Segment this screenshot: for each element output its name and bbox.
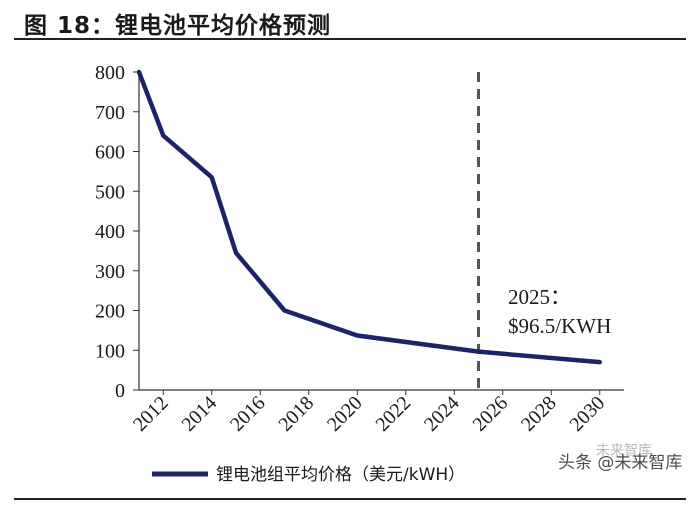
legend: 锂电池组平均价格（美元/kWH） — [152, 465, 465, 485]
x-tick-label: 2018 — [274, 392, 318, 436]
watermark-text: 头条 @未来智库 — [558, 453, 683, 473]
annotation: 2025： $96.5/KWH — [508, 285, 611, 338]
x-tick-label: 2016 — [226, 392, 270, 436]
y-tick-label: 300 — [95, 261, 125, 283]
watermark-logo: 未来智库 — [596, 443, 652, 459]
y-tick-label: 700 — [95, 102, 125, 124]
chart-axes — [138, 70, 624, 391]
annotation-line-2: $96.5/KWH — [508, 314, 611, 338]
series-line — [136, 69, 602, 365]
header-rule — [14, 38, 686, 40]
annotation-line-1: 2025： — [508, 285, 571, 309]
x-tick-label: 2020 — [323, 392, 367, 436]
x-tick-label: 2026 — [468, 392, 512, 436]
x-tick-label: 2012 — [129, 392, 173, 436]
x-tick-label: 2022 — [371, 392, 415, 436]
y-tick-label: 200 — [95, 301, 125, 323]
y-tick-label: 800 — [95, 62, 125, 84]
y-tick-label: 600 — [95, 142, 125, 164]
series-layer — [136, 69, 602, 365]
y-tick-label: 500 — [95, 181, 125, 203]
x-tick-label: 2030 — [565, 392, 609, 436]
figure-title: 图 18：锂电池平均价格预测 — [24, 13, 332, 39]
x-tick-label: 2014 — [177, 392, 221, 436]
legend-label: 锂电池组平均价格（美元/kWH） — [216, 465, 465, 485]
x-tick-label: 2028 — [517, 392, 561, 436]
y-axis-ticks: 0 100 200 300 400 500 600 700 800 — [95, 62, 139, 402]
footer-rule — [14, 498, 686, 500]
y-tick-label: 400 — [95, 221, 125, 243]
y-tick-label: 100 — [95, 340, 125, 362]
x-tick-label: 2024 — [420, 392, 464, 436]
figure-header: 图 18：锂电池平均价格预测 — [0, 0, 700, 42]
y-tick-label: 0 — [115, 380, 125, 402]
x-axis-ticks: 2012 2014 2016 2018 2020 2022 2024 2026 2028 2030 — [129, 390, 609, 436]
